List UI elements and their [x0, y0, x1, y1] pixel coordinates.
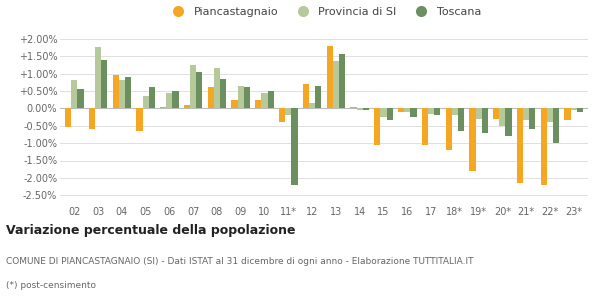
Bar	[434, 108, 440, 115]
Bar	[172, 91, 179, 108]
Bar	[244, 87, 250, 108]
Bar	[565, 108, 571, 121]
Bar	[553, 108, 559, 143]
Bar	[499, 108, 505, 126]
Bar	[166, 93, 172, 108]
Bar	[77, 89, 83, 108]
Bar	[469, 108, 476, 171]
Bar	[89, 108, 95, 129]
Bar	[458, 108, 464, 131]
Bar	[339, 54, 345, 108]
Bar	[523, 108, 529, 121]
Text: COMUNE DI PIANCASTAGNAIO (SI) - Dati ISTAT al 31 dicembre di ogni anno - Elabora: COMUNE DI PIANCASTAGNAIO (SI) - Dati IST…	[6, 257, 473, 266]
Bar	[428, 108, 434, 113]
Bar	[326, 46, 333, 108]
Bar	[547, 108, 553, 122]
Legend: Piancastagnaio, Provincia di SI, Toscana: Piancastagnaio, Provincia di SI, Toscana	[163, 2, 485, 21]
Bar	[315, 86, 322, 108]
Bar	[101, 60, 107, 108]
Bar	[333, 61, 339, 108]
Bar	[136, 108, 143, 131]
Bar	[422, 108, 428, 145]
Bar	[268, 91, 274, 108]
Bar	[571, 108, 577, 110]
Bar	[350, 106, 356, 108]
Bar	[309, 103, 315, 108]
Bar	[143, 96, 149, 108]
Bar	[149, 87, 155, 108]
Bar	[446, 108, 452, 150]
Bar	[386, 108, 393, 121]
Bar	[208, 87, 214, 108]
Bar	[184, 105, 190, 108]
Bar	[255, 100, 262, 108]
Bar	[452, 108, 458, 115]
Bar	[410, 108, 416, 117]
Bar	[71, 80, 77, 108]
Bar	[125, 77, 131, 108]
Bar	[65, 108, 71, 128]
Bar	[220, 79, 226, 108]
Bar	[577, 108, 583, 112]
Bar	[356, 108, 363, 110]
Bar	[262, 93, 268, 108]
Bar	[285, 108, 292, 115]
Bar	[529, 108, 535, 129]
Bar	[214, 68, 220, 108]
Bar	[292, 108, 298, 185]
Text: Variazione percentuale della popolazione: Variazione percentuale della popolazione	[6, 224, 296, 237]
Bar	[303, 84, 309, 108]
Bar	[541, 108, 547, 185]
Bar	[404, 108, 410, 112]
Bar	[196, 72, 202, 108]
Bar	[476, 108, 482, 119]
Bar	[238, 86, 244, 108]
Bar	[517, 108, 523, 183]
Bar	[119, 80, 125, 108]
Bar	[398, 108, 404, 112]
Bar	[160, 106, 166, 108]
Bar	[279, 108, 285, 122]
Bar	[374, 108, 380, 145]
Bar	[363, 108, 369, 110]
Bar	[113, 75, 119, 108]
Bar	[232, 100, 238, 108]
Text: (*) post-censimento: (*) post-censimento	[6, 281, 96, 290]
Bar	[380, 108, 386, 117]
Bar	[95, 47, 101, 108]
Bar	[482, 108, 488, 133]
Bar	[505, 108, 512, 136]
Bar	[190, 65, 196, 108]
Bar	[493, 108, 499, 119]
